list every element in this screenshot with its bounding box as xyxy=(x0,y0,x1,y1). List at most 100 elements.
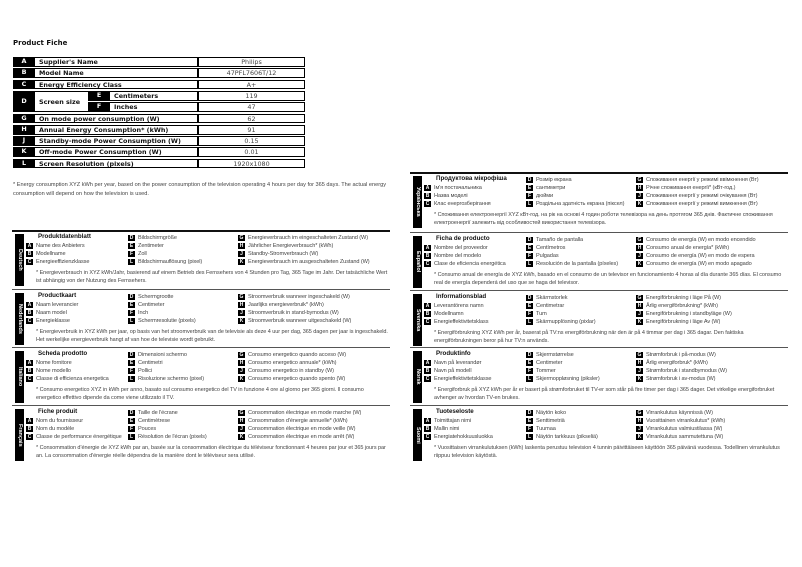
divider xyxy=(12,230,390,232)
block-item: C Energieeffizienzklasse xyxy=(26,258,89,266)
block-item: G Consumo energetico quando acceso (W) xyxy=(238,351,346,359)
letter-badge: G xyxy=(636,177,643,183)
letter-badge: L xyxy=(526,201,533,207)
row-value: 62 xyxy=(198,113,305,124)
item-label: Клас енергозберігання xyxy=(434,201,491,207)
letter-badge: H xyxy=(636,360,643,366)
letter-badge: D xyxy=(526,295,533,301)
row-letter: K xyxy=(13,147,35,158)
item-label: Leverantörens namn xyxy=(434,303,484,309)
letter-badge: L xyxy=(128,259,135,265)
item-label: Strømforbruk i på-modus (W) xyxy=(646,352,716,358)
letter-badge: F xyxy=(526,193,533,199)
block-item: J Stroomverbruik in stand-bymodus (W) xyxy=(238,309,339,317)
block-item: E Centimetrar xyxy=(526,302,564,310)
item-label: Nom du modèle xyxy=(36,426,75,432)
item-label: Årlig energiförbrukning* (kWh) xyxy=(646,303,718,309)
block-item: C Energieklasse xyxy=(26,317,70,325)
language-tab: Suomi xyxy=(413,409,422,461)
block-item: G Virrankulutus käynnissä (W) xyxy=(636,409,713,417)
block-footnote: * Consumo energetico XYZ in kWh per anno… xyxy=(36,387,364,401)
block-title: Продуктова мікрофіша xyxy=(436,175,507,182)
divider xyxy=(410,405,788,406)
item-label: Virrankulutus sammutettuna (W) xyxy=(646,434,724,440)
block-footnote: * Consommation d'énergie de XYZ kWh par … xyxy=(36,445,386,459)
letter-badge: C xyxy=(424,201,431,207)
block-item: C Energiatehokkuusluokka xyxy=(424,433,493,441)
item-label: Name des Anbieters xyxy=(36,243,85,249)
row-letter: G xyxy=(13,113,35,124)
letter-badge: C xyxy=(26,376,33,382)
language-block: Norsk Produktinfo A Navn på leverandør B Navn… xyxy=(410,347,788,403)
letter-badge: B xyxy=(26,251,33,257)
item-label: дюйми xyxy=(536,193,554,199)
language-block: Deutsch Produktdatenblatt A Name des Anbiet… xyxy=(12,230,390,286)
block-item: F Tum xyxy=(526,310,547,318)
item-label: Jaarlijks energieverbruik* (kWh) xyxy=(248,302,324,308)
block-item: F Pouces xyxy=(128,425,156,433)
letter-badge: E xyxy=(526,360,533,366)
language-block: Svenska Informationsblad A Leverantörens na… xyxy=(410,290,788,346)
block-item: E Centímetros xyxy=(526,244,565,252)
item-label: Skärmstorlek xyxy=(536,295,568,301)
block-item: A Name des Anbieters xyxy=(26,242,85,250)
item-label: Consommation électrique en mode marche (… xyxy=(248,410,362,416)
item-label: Consumo energetico annuale* (kWh) xyxy=(248,360,337,366)
letter-badge: J xyxy=(636,193,643,199)
item-label: Centimeter xyxy=(138,302,165,308)
divider xyxy=(410,290,788,291)
letter-badge: D xyxy=(128,235,135,241)
item-label: Consumo energetico in standby (W) xyxy=(248,368,334,374)
item-label: Energiförbrukning i läge Av (W) xyxy=(646,319,721,325)
block-title: Informationsblad xyxy=(436,293,487,300)
item-label: Naam leverancier xyxy=(36,302,79,308)
block-title: Productkaart xyxy=(38,292,77,299)
row-label: Standby-mode Power Consumption (W) xyxy=(35,136,198,146)
row-value: 0.01 xyxy=(198,147,305,158)
row-label: Supplier's Name xyxy=(35,57,198,67)
block-item: H Årlig energiförbrukning* (kWh) xyxy=(636,302,718,310)
block-footnote: * Vuosittaisen virrankulutuksen (kWh) la… xyxy=(434,445,780,459)
letter-badge: E xyxy=(128,302,135,308)
item-label: Назва моделі xyxy=(434,193,468,199)
item-label: Résolution de l'écran (pixels) xyxy=(138,434,207,440)
letter-badge: J xyxy=(636,426,643,432)
block-item: J Strømforbruk i standbymodus (W) xyxy=(636,367,727,375)
item-label: Споживання енергії у режимі очікування (… xyxy=(646,193,758,199)
block-title: Scheda prodotto xyxy=(38,350,88,357)
letter-badge: H xyxy=(238,360,245,366)
item-label: Tuumaa xyxy=(536,426,556,432)
letter-badge: K xyxy=(238,434,245,440)
row-letter: E xyxy=(88,90,110,101)
block-item: B Naam model xyxy=(26,309,67,317)
block-item: J Consumo energetico in standby (W) xyxy=(238,367,334,375)
block-item: L Skärmupplösning (pixlar) xyxy=(526,318,596,326)
item-label: Bildschirmauflösung (pixel) xyxy=(138,259,203,265)
item-label: Schermresolutie (pixels) xyxy=(138,318,196,324)
letter-badge: L xyxy=(128,434,135,440)
letter-badge: E xyxy=(128,243,135,249)
block-item: K Stroomverbruik wanneer uitgeschakeld (W… xyxy=(238,317,351,325)
block-item: J Energiförbrukning i standbyläge (W) xyxy=(636,310,732,318)
item-label: Pouces xyxy=(138,426,157,432)
divider xyxy=(410,347,788,348)
block-item: D Tamaño de pantalla xyxy=(526,236,583,244)
letter-badge: A xyxy=(26,243,33,249)
row-label: Screen size xyxy=(35,90,88,112)
page-title: Product Fiche xyxy=(13,39,68,47)
row-letter: J xyxy=(13,136,35,146)
row-label: Energy Efficiency Class xyxy=(35,79,198,90)
item-label: Skärmupplösning (pixlar) xyxy=(536,319,596,325)
block-item: D Розмір екрана xyxy=(526,176,572,184)
item-label: Mallin nimi xyxy=(434,426,460,432)
block-item: J Standby-Stromverbrauch (W) xyxy=(238,250,318,258)
letter-badge: L xyxy=(526,319,533,325)
block-item: F Tommer xyxy=(526,367,556,375)
block-title: Produktdatenblatt xyxy=(38,233,91,240)
letter-badge: D xyxy=(128,294,135,300)
divider xyxy=(12,289,390,290)
block-item: E Zentimeter xyxy=(128,242,164,250)
block-item: K Consommation électrique en mode arrêt (… xyxy=(238,433,354,441)
block-item: D Schermgrootte xyxy=(128,293,173,301)
item-label: Jährlicher Energieverbrauch* (kWh) xyxy=(248,243,334,249)
